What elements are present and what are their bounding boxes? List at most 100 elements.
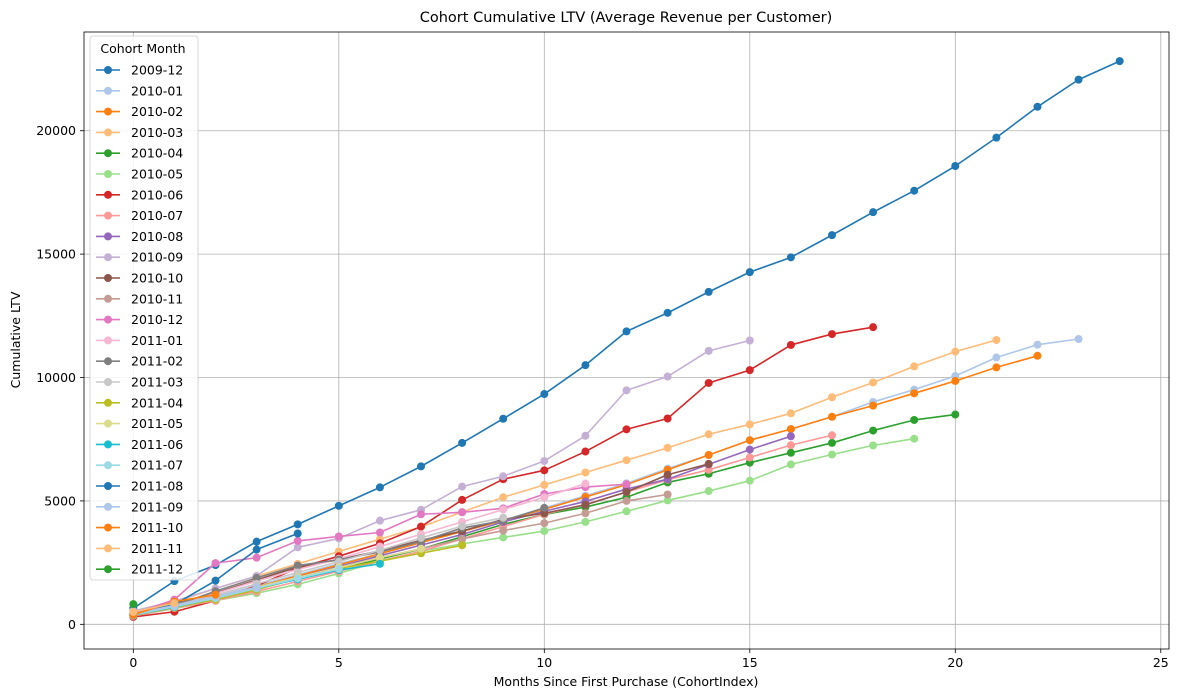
y-tick-label: 0 bbox=[68, 617, 76, 632]
legend-marker bbox=[104, 232, 112, 241]
legend-item: 2010-05 bbox=[96, 167, 183, 182]
legend-marker bbox=[104, 482, 112, 490]
data-point bbox=[827, 412, 836, 421]
data-point bbox=[704, 287, 713, 296]
legend-marker bbox=[104, 211, 112, 220]
legend-label: 2010-12 bbox=[131, 312, 183, 327]
legend-label: 2011-08 bbox=[131, 479, 183, 494]
legend-label: 2011-06 bbox=[131, 437, 183, 452]
data-point bbox=[540, 456, 549, 465]
data-point bbox=[910, 389, 919, 398]
legend-label: 2011-01 bbox=[131, 333, 183, 348]
y-tick-label: 20000 bbox=[36, 123, 76, 138]
legend-item: 2011-12 bbox=[96, 562, 183, 577]
x-tick-label: 5 bbox=[335, 655, 343, 670]
data-point bbox=[786, 425, 795, 434]
data-point bbox=[745, 453, 754, 462]
series-line bbox=[133, 339, 997, 615]
data-point bbox=[622, 425, 631, 434]
legend-item: 2010-02 bbox=[96, 104, 183, 119]
legend-item: 2011-04 bbox=[96, 395, 183, 410]
data-point bbox=[417, 522, 426, 531]
y-axis-label: Cumulative LTV bbox=[8, 291, 23, 388]
data-point bbox=[334, 532, 343, 541]
legend-marker bbox=[104, 357, 112, 366]
series-2011-12 bbox=[129, 600, 138, 609]
data-point bbox=[786, 340, 795, 349]
legend-marker bbox=[104, 502, 112, 511]
data-point bbox=[869, 378, 878, 387]
series-line bbox=[133, 568, 339, 616]
legend-marker bbox=[104, 107, 112, 116]
series-line bbox=[133, 339, 750, 612]
y-tick-label: 5000 bbox=[44, 493, 76, 508]
legend-item: 2010-09 bbox=[96, 250, 183, 265]
data-point bbox=[663, 372, 672, 381]
legend-label: 2011-02 bbox=[131, 354, 183, 369]
data-point bbox=[458, 495, 467, 504]
data-point bbox=[951, 410, 960, 419]
data-point bbox=[417, 462, 426, 471]
data-point bbox=[499, 533, 508, 542]
legend-title: Cohort Month bbox=[100, 41, 185, 56]
data-point bbox=[704, 378, 713, 387]
legend-item: 2011-02 bbox=[96, 354, 183, 369]
data-point bbox=[827, 330, 836, 339]
legend-label: 2010-08 bbox=[131, 229, 183, 244]
data-point bbox=[663, 308, 672, 317]
data-point bbox=[704, 459, 713, 468]
legend-item: 2011-08 bbox=[96, 479, 183, 494]
data-point bbox=[458, 438, 467, 447]
legend-item: 2010-06 bbox=[96, 187, 183, 202]
data-point bbox=[499, 414, 508, 423]
data-point bbox=[375, 483, 384, 492]
data-point bbox=[581, 431, 590, 440]
data-point bbox=[417, 544, 426, 553]
legend-item: 2010-07 bbox=[96, 208, 183, 223]
legend-item: 2010-10 bbox=[96, 271, 183, 286]
legend-marker bbox=[104, 274, 112, 282]
data-point bbox=[334, 557, 343, 566]
legend-marker bbox=[104, 86, 112, 95]
data-point bbox=[252, 537, 261, 546]
data-point bbox=[170, 599, 179, 608]
data-point bbox=[622, 480, 631, 489]
data-point bbox=[458, 508, 467, 517]
data-point bbox=[375, 516, 384, 525]
legend-marker bbox=[104, 419, 112, 428]
data-point bbox=[663, 470, 672, 479]
data-point bbox=[581, 500, 590, 509]
series-layer bbox=[129, 57, 1124, 621]
legend-marker bbox=[104, 170, 112, 178]
data-point bbox=[540, 493, 549, 502]
x-tick-label: 20 bbox=[947, 655, 963, 670]
legend-label: 2010-10 bbox=[131, 271, 183, 286]
data-point bbox=[581, 447, 590, 456]
legend-label: 2010-09 bbox=[131, 250, 183, 265]
data-point bbox=[910, 186, 919, 195]
data-point bbox=[375, 553, 384, 562]
legend: Cohort Month 2009-12 2010-01 2010-02 2010-03… bbox=[89, 35, 199, 581]
series-line bbox=[133, 326, 874, 618]
legend-label: 2011-05 bbox=[131, 416, 183, 431]
legend-item: 2011-03 bbox=[96, 375, 183, 390]
data-point bbox=[663, 414, 672, 423]
data-point bbox=[375, 546, 384, 555]
data-point bbox=[704, 346, 713, 355]
data-point bbox=[951, 162, 960, 171]
data-point bbox=[129, 600, 138, 609]
data-point bbox=[458, 541, 467, 550]
data-point bbox=[786, 409, 795, 418]
y-tick-label: 10000 bbox=[36, 370, 76, 385]
data-point bbox=[499, 505, 508, 514]
data-point bbox=[745, 336, 754, 345]
legend-label: 2009-12 bbox=[131, 63, 183, 78]
legend-item: 2011-11 bbox=[96, 541, 183, 556]
data-point bbox=[129, 607, 138, 616]
data-point bbox=[581, 509, 590, 518]
legend-label: 2011-03 bbox=[131, 375, 183, 390]
data-point bbox=[951, 376, 960, 385]
data-point bbox=[540, 519, 549, 528]
legend-item: 2011-05 bbox=[96, 416, 183, 431]
series-2010-09 bbox=[129, 336, 754, 615]
